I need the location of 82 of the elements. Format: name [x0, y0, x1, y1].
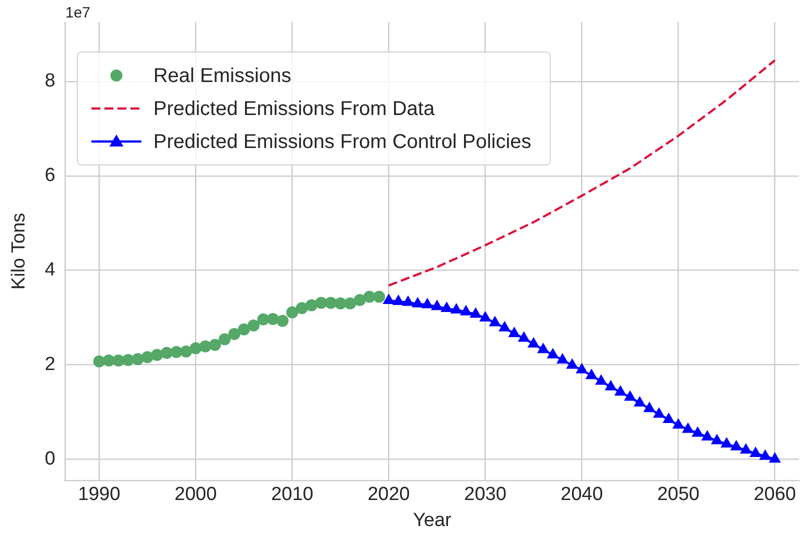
y-tick-label: 6 — [44, 165, 56, 186]
point — [151, 348, 164, 361]
point — [614, 385, 626, 396]
x-tick-label: 2050 — [657, 484, 700, 506]
point — [546, 348, 559, 358]
point — [382, 294, 395, 304]
point — [421, 298, 434, 308]
point — [498, 320, 511, 332]
point — [643, 402, 656, 412]
point — [556, 353, 569, 364]
point — [190, 342, 202, 354]
point — [286, 306, 298, 318]
point — [604, 380, 617, 390]
point — [595, 374, 608, 385]
point — [392, 294, 404, 305]
point — [750, 446, 762, 457]
point — [768, 452, 781, 463]
point — [652, 407, 666, 418]
point — [450, 302, 462, 314]
point — [276, 314, 289, 327]
legend-label: Real Emissions — [153, 65, 292, 88]
line-series — [388, 59, 776, 287]
point — [585, 368, 598, 380]
y-axis-title: Kilo Tons — [8, 212, 30, 290]
point — [354, 294, 366, 306]
point — [460, 304, 472, 316]
point — [306, 299, 318, 312]
point — [759, 449, 772, 460]
point — [720, 437, 733, 448]
point — [266, 312, 279, 325]
point — [208, 338, 221, 351]
point — [518, 331, 530, 342]
point — [180, 346, 192, 358]
point — [470, 307, 482, 318]
point — [430, 300, 444, 310]
y-tick-label: 2 — [44, 354, 56, 375]
point — [566, 358, 578, 369]
legend-label: Predicted Emissions From Data — [153, 98, 436, 120]
x-tick-label: 2040 — [560, 484, 603, 506]
point — [576, 362, 588, 374]
point — [248, 320, 260, 332]
point — [701, 430, 714, 440]
point — [315, 296, 328, 309]
point — [730, 440, 742, 450]
x-tick-label: 1990 — [78, 484, 120, 506]
point — [238, 323, 250, 336]
point — [634, 396, 646, 406]
point — [373, 290, 386, 303]
point — [228, 328, 240, 340]
point — [93, 355, 106, 368]
y-tick-label: 8 — [44, 70, 56, 92]
y-tick-label: 0 — [44, 448, 56, 470]
point — [122, 354, 134, 366]
point — [672, 418, 684, 429]
point — [682, 422, 694, 433]
point — [537, 342, 550, 354]
text: 1e7 — [65, 4, 90, 22]
x-tick-label: 2000 — [174, 484, 217, 506]
x-tick-label: 2020 — [368, 484, 410, 506]
point — [692, 426, 704, 437]
point — [479, 311, 492, 322]
y-tick-label: 4 — [44, 260, 56, 281]
point — [740, 443, 752, 454]
x-tick-label: 2060 — [754, 484, 796, 506]
point — [662, 412, 675, 423]
point — [141, 351, 154, 364]
x-tick-label: 2030 — [464, 484, 506, 506]
point — [508, 326, 520, 338]
point — [296, 302, 308, 314]
point — [440, 302, 453, 312]
point — [527, 336, 540, 348]
point — [218, 333, 231, 346]
legend-label: Predicted Emissions From Control Policies — [153, 131, 532, 154]
point — [710, 434, 724, 444]
point — [412, 296, 424, 308]
point — [624, 390, 636, 401]
x-axis-title: Year — [412, 510, 452, 531]
point — [402, 295, 414, 306]
x-tick-label: 2010 — [271, 484, 314, 506]
point — [160, 346, 173, 359]
point — [344, 297, 356, 310]
point — [488, 316, 501, 326]
